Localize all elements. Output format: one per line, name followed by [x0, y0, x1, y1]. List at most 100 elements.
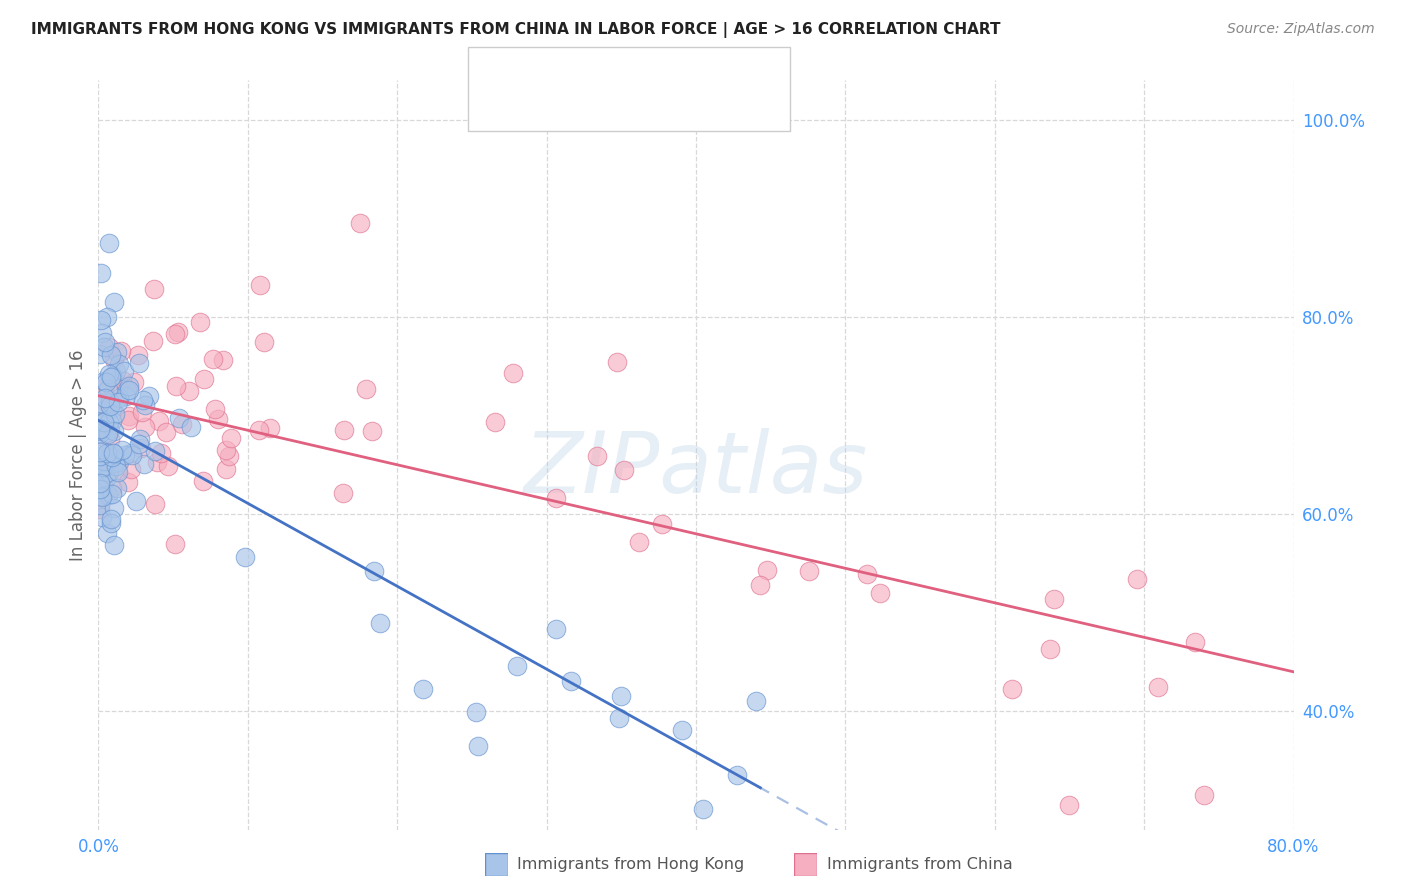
- Point: [607, 711, 630, 725]
- Point: [98, 399, 121, 413]
- Point: [94, 406, 117, 420]
- Point: [172, 417, 194, 432]
- Point: [90, 461, 112, 475]
- Point: [165, 379, 187, 393]
- Point: [103, 351, 125, 366]
- Point: [249, 278, 271, 293]
- Point: [100, 516, 122, 530]
- Point: [93, 415, 115, 429]
- Point: [180, 420, 202, 434]
- Point: [115, 383, 138, 397]
- Point: [105, 481, 128, 495]
- Point: [193, 372, 215, 386]
- Point: [356, 382, 378, 396]
- Text: ZIPatlas: ZIPatlas: [524, 428, 868, 511]
- Point: [105, 345, 128, 359]
- Point: [98, 432, 121, 446]
- Point: [506, 659, 529, 673]
- Point: [118, 409, 141, 423]
- Point: [142, 282, 165, 296]
- Point: [233, 549, 256, 564]
- Point: [177, 384, 200, 398]
- Point: [606, 355, 628, 369]
- Point: [91, 326, 114, 340]
- Point: [155, 425, 177, 439]
- Point: [89, 502, 111, 516]
- Point: [90, 266, 112, 280]
- Point: [363, 564, 385, 578]
- Point: [332, 486, 354, 500]
- Point: [114, 448, 136, 462]
- Point: [96, 447, 118, 461]
- Point: [93, 454, 115, 468]
- Point: [94, 425, 117, 440]
- Point: [610, 690, 633, 704]
- Point: [94, 391, 117, 405]
- Point: [745, 694, 768, 708]
- Point: [91, 450, 114, 464]
- Point: [89, 449, 111, 463]
- Point: [1125, 573, 1147, 587]
- Point: [127, 348, 149, 362]
- Point: [247, 424, 270, 438]
- Text: R =: R =: [519, 70, 555, 87]
- Point: [89, 476, 111, 491]
- Point: [101, 368, 124, 383]
- Point: [671, 723, 693, 737]
- Point: [98, 423, 121, 437]
- Point: [118, 379, 141, 393]
- Point: [94, 375, 117, 389]
- Point: [91, 491, 114, 505]
- Point: [212, 353, 235, 368]
- Point: [90, 444, 112, 458]
- Point: [97, 382, 120, 396]
- Point: [259, 421, 281, 435]
- Point: [98, 235, 121, 250]
- Point: [103, 446, 125, 460]
- Point: [215, 462, 238, 476]
- Point: [163, 537, 186, 551]
- Point: [100, 486, 122, 500]
- Point: [111, 442, 134, 457]
- Point: [218, 449, 240, 463]
- Point: [89, 445, 111, 459]
- Point: [91, 458, 114, 473]
- Point: [98, 395, 121, 409]
- Point: [90, 422, 112, 436]
- Point: [360, 424, 382, 438]
- Point: [586, 450, 609, 464]
- Point: [613, 463, 636, 477]
- Point: [115, 389, 138, 403]
- Point: [98, 416, 121, 430]
- Point: [118, 383, 141, 397]
- Point: [799, 564, 821, 578]
- Point: [1042, 592, 1064, 607]
- Point: [90, 489, 112, 503]
- Point: [90, 382, 112, 396]
- Point: [627, 534, 650, 549]
- Point: [163, 327, 186, 342]
- Point: [104, 459, 127, 474]
- Text: R =: R =: [519, 96, 555, 114]
- Point: [156, 459, 179, 474]
- Point: [103, 456, 125, 470]
- Point: [560, 673, 582, 688]
- Text: Immigrants from China: Immigrants from China: [827, 857, 1012, 871]
- Point: [89, 346, 111, 360]
- Text: -0.486: -0.486: [554, 70, 613, 87]
- Point: [129, 441, 152, 455]
- Point: [103, 538, 125, 552]
- Point: [201, 351, 224, 366]
- Point: [103, 501, 125, 516]
- Point: [91, 415, 114, 429]
- Point: [91, 459, 114, 474]
- Text: Immigrants from Hong Kong: Immigrants from Hong Kong: [517, 857, 745, 871]
- Point: [856, 567, 879, 582]
- Point: [748, 578, 770, 592]
- Point: [143, 444, 166, 458]
- Point: [112, 364, 135, 378]
- Point: [108, 376, 131, 391]
- Point: [253, 334, 276, 349]
- Point: [103, 295, 125, 310]
- Point: [188, 314, 211, 328]
